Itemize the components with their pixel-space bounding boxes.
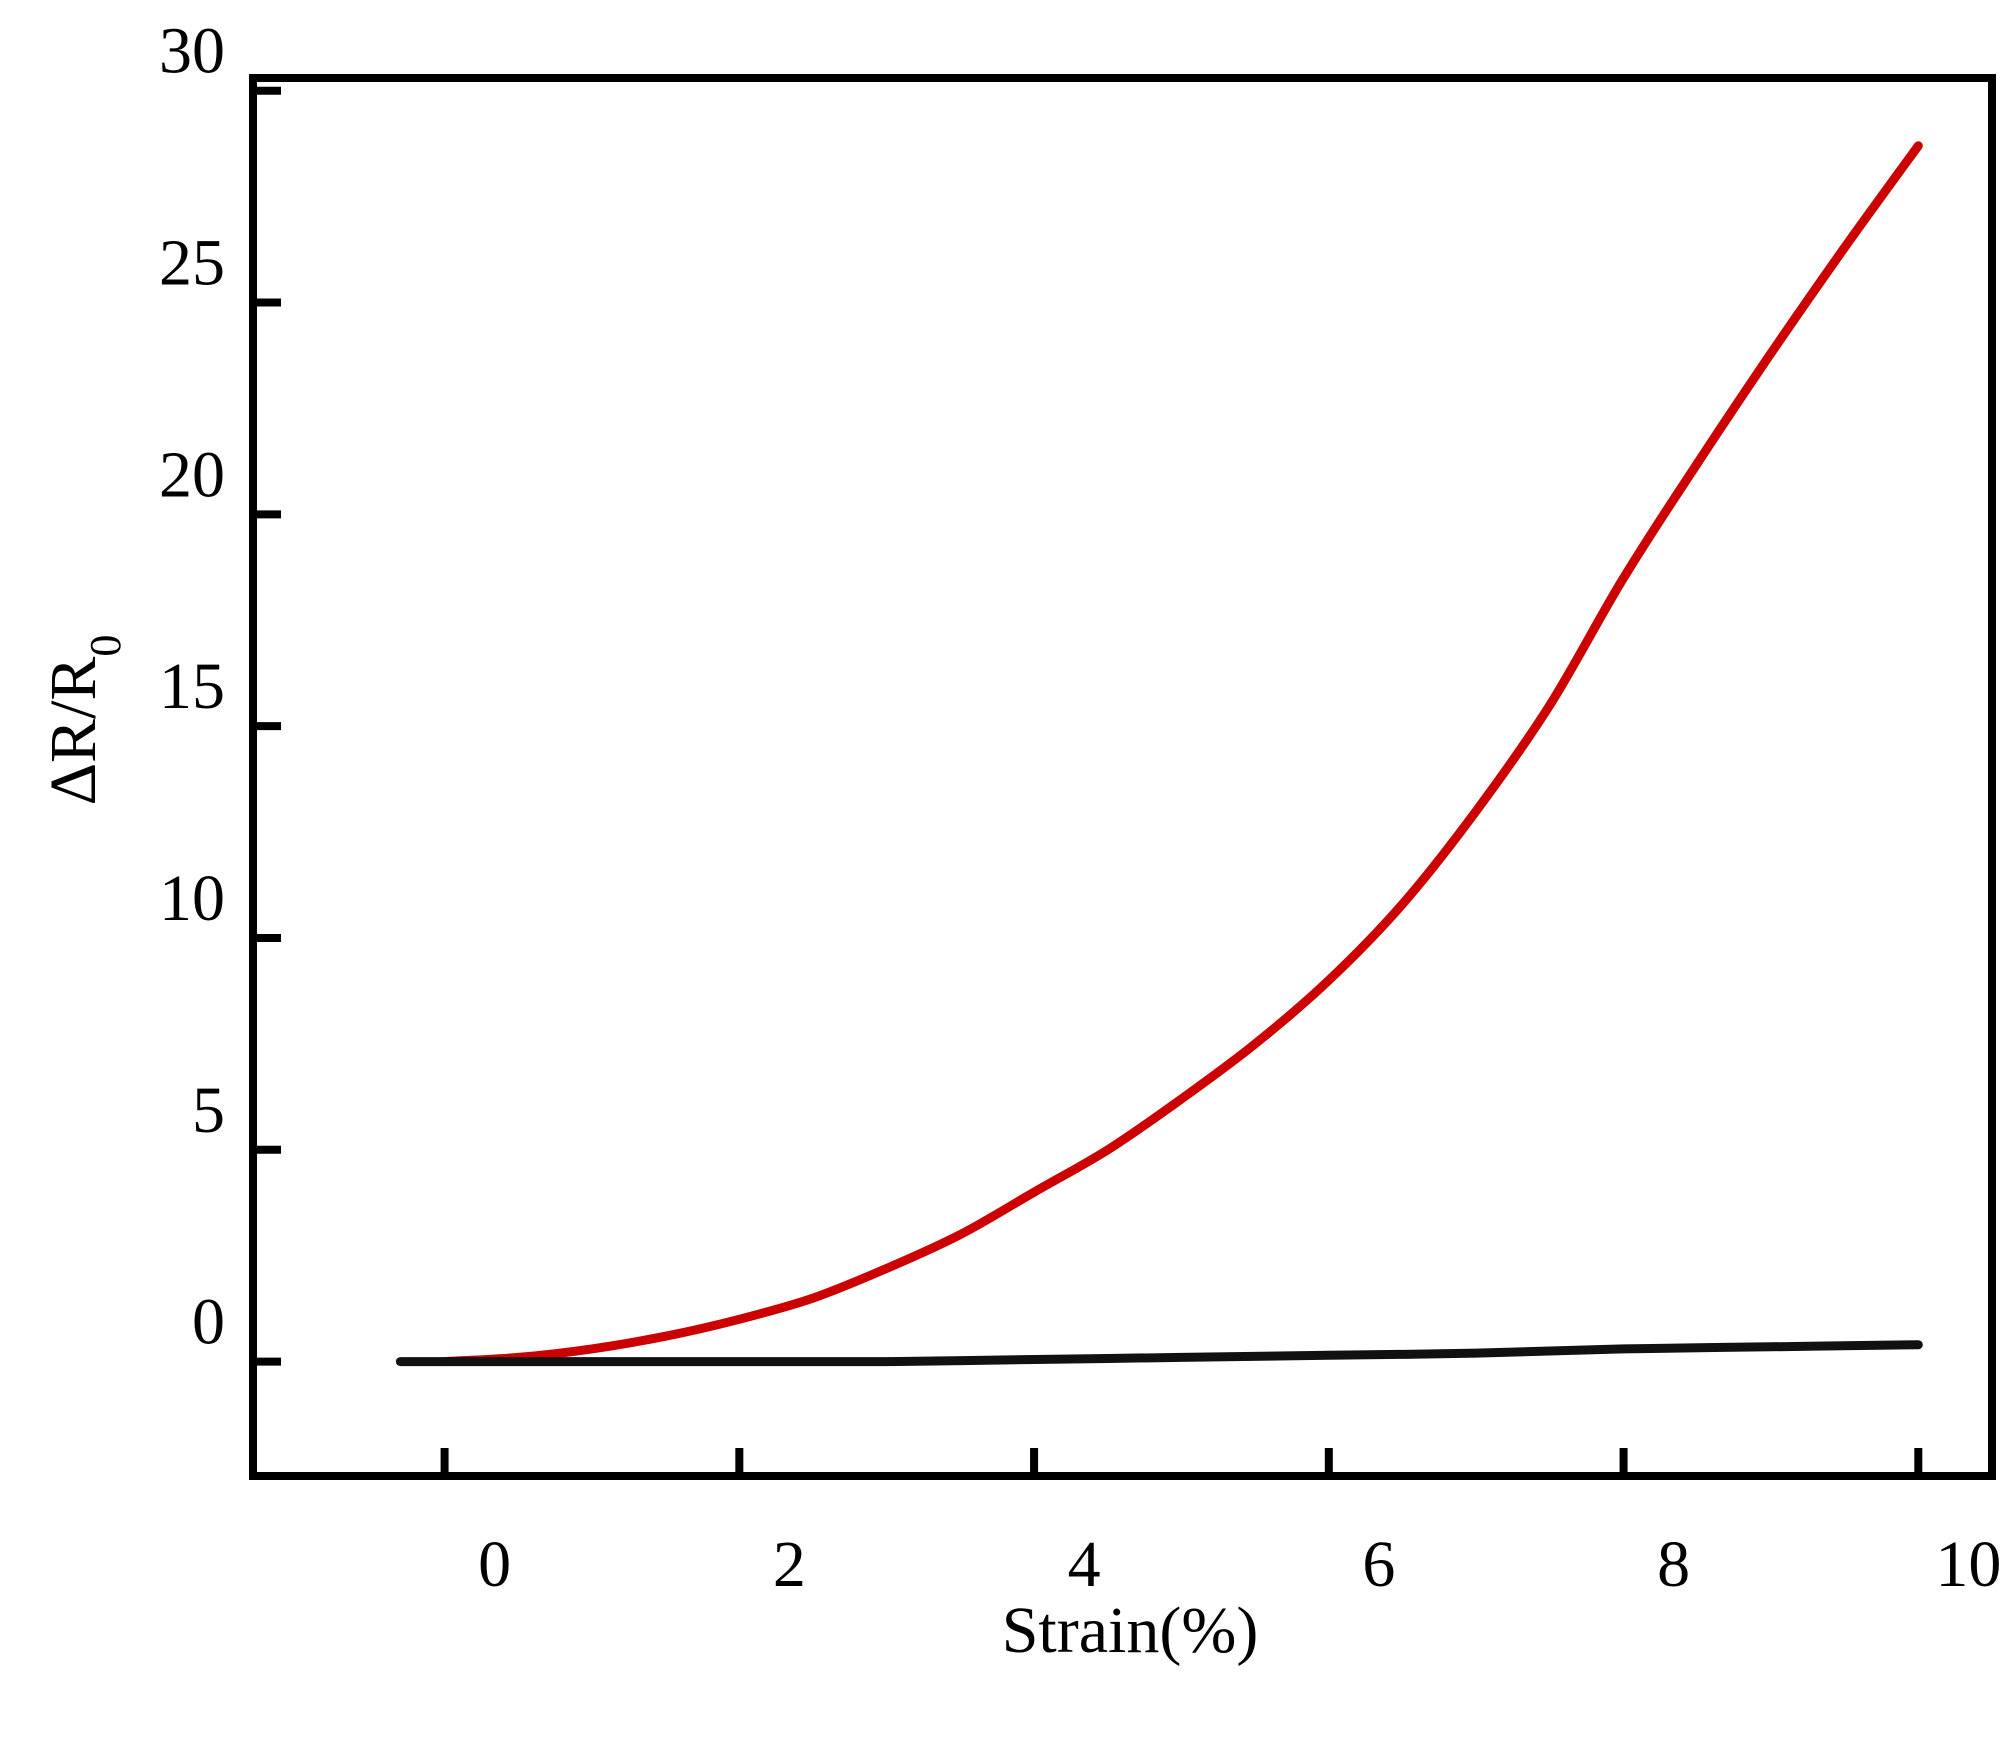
x-axis-ticks: 0 2 4 6 8 10 xyxy=(440,1448,2000,1601)
y-axis-ticks: 0 5 10 15 20 25 30 xyxy=(159,15,281,1366)
y-tick-label: 0 xyxy=(192,1286,225,1359)
series-line-1 xyxy=(440,141,1923,1367)
y-tick-label: 25 xyxy=(159,227,225,300)
x-tick-label: 6 xyxy=(1362,1528,1395,1601)
y-tick-label: 20 xyxy=(159,438,225,511)
y-tick-label: 15 xyxy=(159,650,225,723)
series-layer xyxy=(395,141,1923,1367)
x-tick-label: 0 xyxy=(478,1528,511,1601)
y-tick-label: 30 xyxy=(159,15,225,88)
x-axis-label: Strain(%) xyxy=(1002,1594,1259,1667)
y-axis-label: ΔR/R0 xyxy=(37,635,130,806)
y-axis-label-subscript: 0 xyxy=(81,635,130,657)
y-axis-label-main: ΔR/R xyxy=(37,657,110,806)
y-tick-label: 10 xyxy=(159,862,225,935)
plot-frame xyxy=(249,74,1996,1480)
x-tick-label: 2 xyxy=(773,1528,806,1601)
x-tick-label: 4 xyxy=(1068,1528,1101,1601)
series-line-2 xyxy=(395,1340,1923,1367)
x-tick-label: 10 xyxy=(1935,1528,2000,1601)
x-tick-label: 8 xyxy=(1657,1528,1690,1601)
y-tick-label: 5 xyxy=(192,1074,225,1147)
